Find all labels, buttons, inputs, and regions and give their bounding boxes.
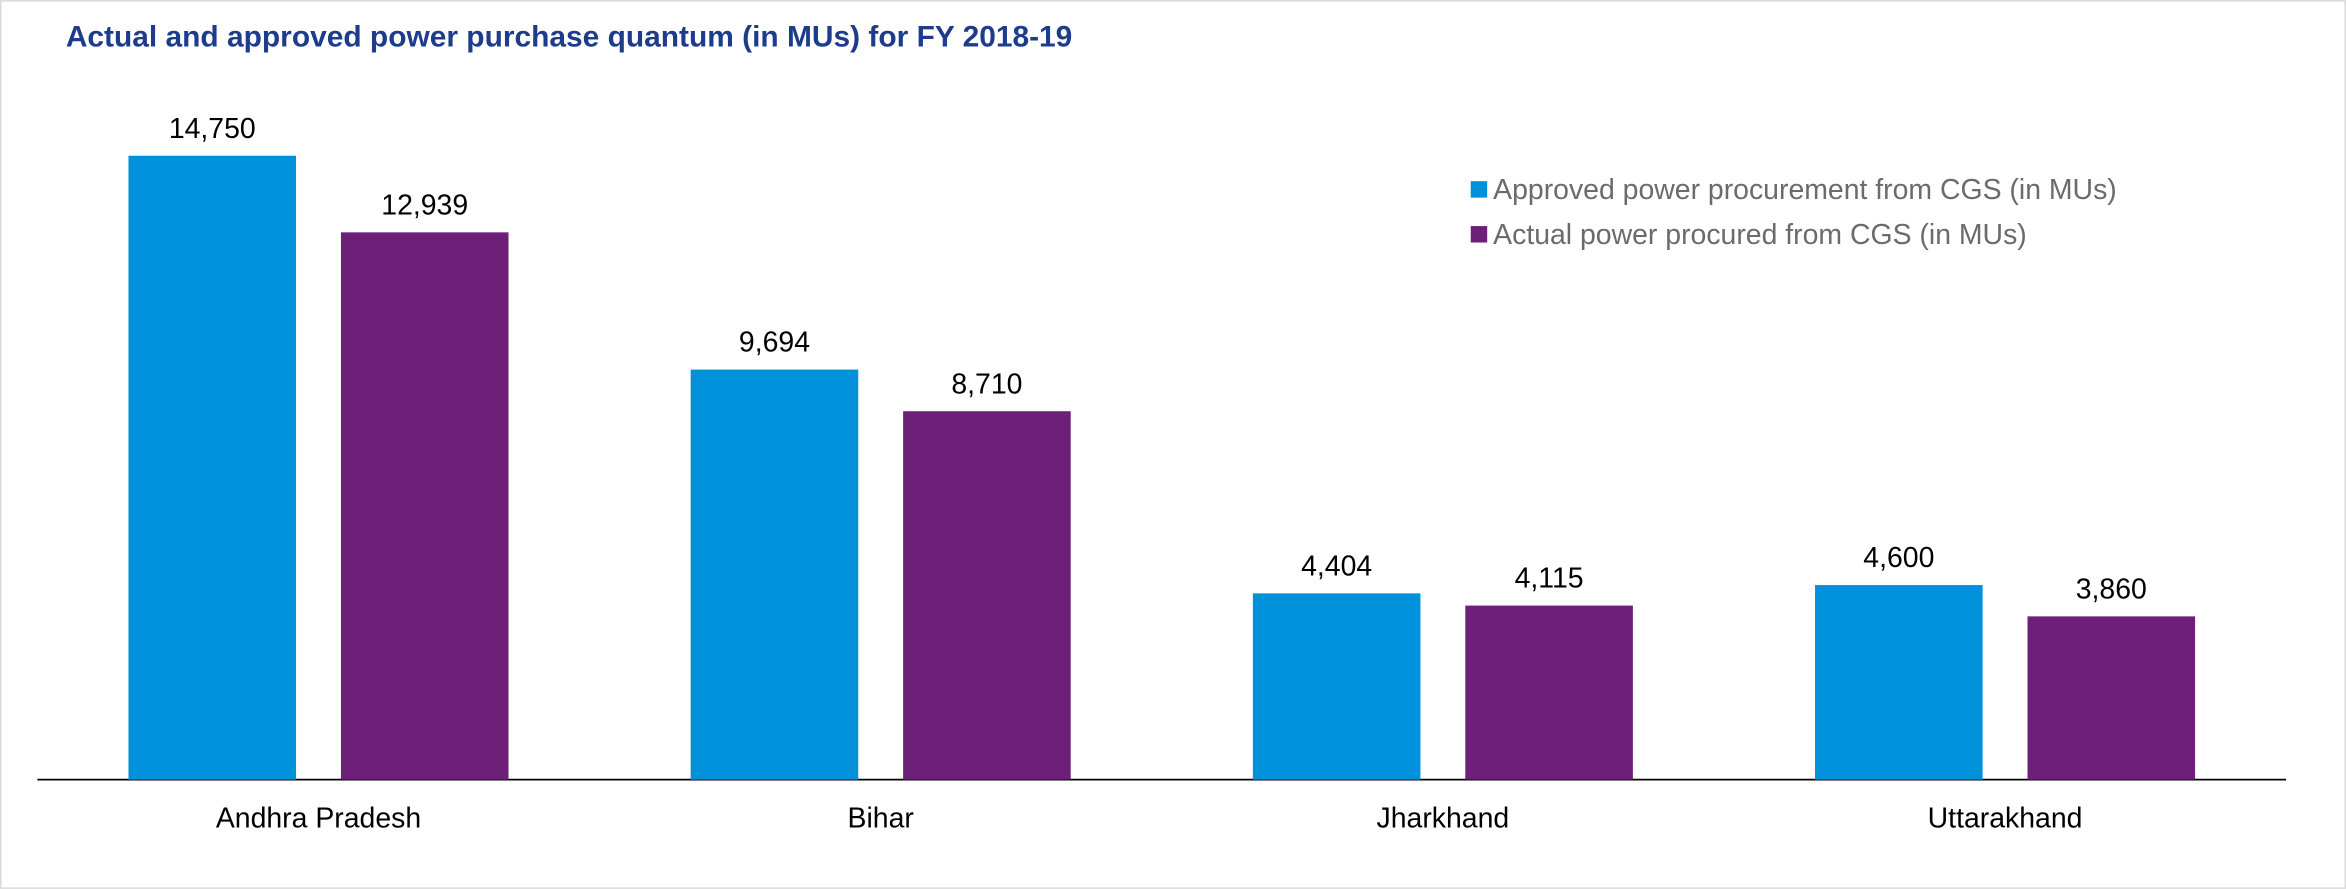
legend-swatch: [1470, 181, 1488, 198]
bar: [690, 369, 859, 780]
bar: [1465, 605, 1633, 780]
x-tick-label: Andhra Pradesh: [216, 803, 421, 835]
data-label: 9,694: [739, 327, 810, 359]
x-tick-label: Jharkhand: [1377, 803, 1510, 835]
bar: [1252, 593, 1421, 780]
data-label: 8,710: [951, 368, 1022, 400]
bar: [1815, 585, 1983, 780]
data-label: 4,115: [1515, 563, 1584, 595]
legend-swatch: [1470, 226, 1488, 243]
data-label: 3,860: [2076, 573, 2147, 605]
bar: [340, 232, 509, 780]
data-label: 4,404: [1301, 550, 1372, 582]
bar: [903, 411, 1071, 780]
legend-label: Approved power procurement from CGS (in …: [1493, 174, 2117, 206]
data-label: 4,600: [1863, 542, 1934, 574]
x-tick-label: Uttarakhand: [1928, 803, 2083, 835]
chart-title: Actual and approved power purchase quant…: [66, 21, 1072, 54]
legend-label: Actual power procured from CGS (in MUs): [1493, 219, 2027, 251]
bar: [2027, 616, 2196, 780]
data-label: 12,939: [381, 189, 468, 221]
x-tick-label: Bihar: [848, 803, 914, 835]
bar: [128, 155, 297, 780]
data-label: 14,750: [169, 113, 256, 145]
